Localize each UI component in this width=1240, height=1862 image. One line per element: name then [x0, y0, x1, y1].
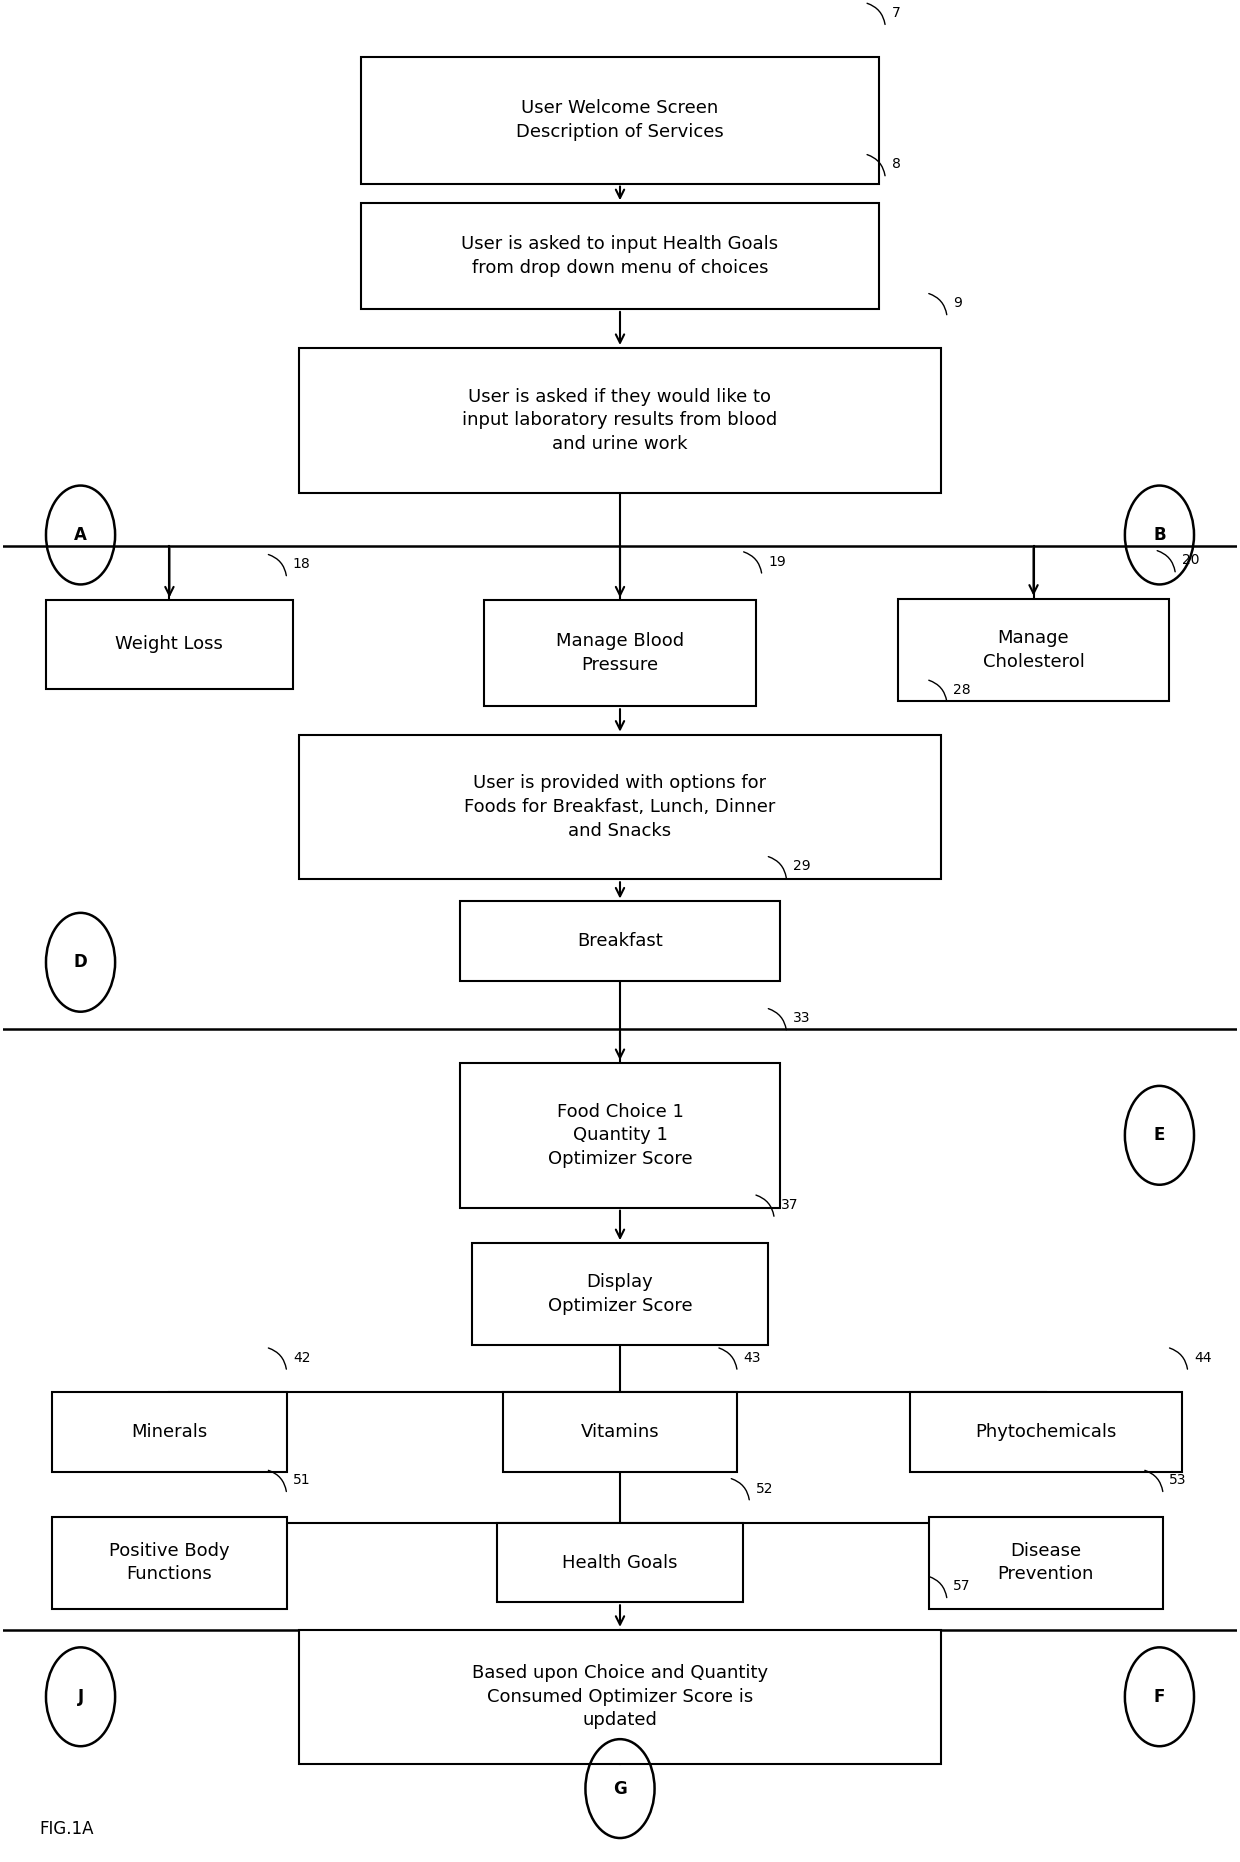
Bar [502, 1393, 738, 1471]
Text: 28: 28 [954, 683, 971, 696]
Text: 19: 19 [768, 555, 786, 568]
Text: 20: 20 [1182, 553, 1199, 568]
Text: 52: 52 [756, 1482, 774, 1495]
Bar [299, 734, 941, 879]
Text: 37: 37 [780, 1197, 799, 1212]
Bar [361, 56, 879, 184]
Text: 9: 9 [954, 296, 962, 311]
Text: Food Choice 1
Quantity 1
Optimizer Score: Food Choice 1 Quantity 1 Optimizer Score [548, 1102, 692, 1167]
Text: 43: 43 [744, 1350, 761, 1365]
Text: E: E [1153, 1127, 1166, 1145]
Text: Breakfast: Breakfast [577, 933, 663, 950]
Text: Disease
Prevention: Disease Prevention [998, 1542, 1094, 1583]
Text: Phytochemicals: Phytochemicals [975, 1423, 1116, 1441]
Bar [52, 1393, 286, 1471]
Text: D: D [73, 953, 88, 972]
Text: A: A [74, 525, 87, 544]
Text: Display
Optimizer Score: Display Optimizer Score [548, 1274, 692, 1315]
Bar [52, 1518, 286, 1609]
Bar [898, 598, 1169, 700]
Bar [496, 1523, 744, 1603]
Text: Manage
Cholesterol: Manage Cholesterol [982, 629, 1085, 670]
Text: 53: 53 [1169, 1473, 1187, 1488]
Text: 57: 57 [954, 1579, 971, 1594]
Text: Health Goals: Health Goals [562, 1553, 678, 1572]
Text: 8: 8 [892, 158, 900, 171]
Bar [910, 1393, 1182, 1471]
Text: User is asked to input Health Goals
from drop down menu of choices: User is asked to input Health Goals from… [461, 235, 779, 277]
Text: Positive Body
Functions: Positive Body Functions [109, 1542, 229, 1583]
Bar [472, 1244, 768, 1346]
Text: Based upon Choice and Quantity
Consumed Optimizer Score is
updated: Based upon Choice and Quantity Consumed … [472, 1665, 768, 1730]
Text: Minerals: Minerals [131, 1423, 207, 1441]
Text: Vitamins: Vitamins [580, 1423, 660, 1441]
Text: J: J [77, 1687, 83, 1706]
Bar [484, 600, 756, 706]
Text: B: B [1153, 525, 1166, 544]
Bar [46, 600, 293, 689]
Text: User Welcome Screen
Description of Services: User Welcome Screen Description of Servi… [516, 99, 724, 142]
Bar [299, 1629, 941, 1763]
Bar [929, 1518, 1163, 1609]
Text: 42: 42 [293, 1350, 310, 1365]
Text: Manage Blood
Pressure: Manage Blood Pressure [556, 633, 684, 674]
Text: 44: 44 [1194, 1350, 1211, 1365]
Text: 29: 29 [792, 860, 811, 873]
Text: User is asked if they would like to
input laboratory results from blood
and urin: User is asked if they would like to inpu… [463, 387, 777, 452]
Text: 51: 51 [293, 1473, 310, 1488]
Text: 7: 7 [892, 6, 900, 20]
Text: Weight Loss: Weight Loss [115, 635, 223, 654]
Text: User is provided with options for
Foods for Breakfast, Lunch, Dinner
and Snacks: User is provided with options for Foods … [464, 775, 776, 840]
Bar [361, 203, 879, 309]
Text: 33: 33 [792, 1011, 810, 1026]
Text: FIG.1A: FIG.1A [40, 1819, 94, 1838]
Text: 18: 18 [293, 557, 311, 572]
Text: G: G [613, 1780, 627, 1797]
Text: F: F [1153, 1687, 1166, 1706]
Bar [460, 901, 780, 981]
Bar [460, 1063, 780, 1208]
Bar [299, 348, 941, 493]
